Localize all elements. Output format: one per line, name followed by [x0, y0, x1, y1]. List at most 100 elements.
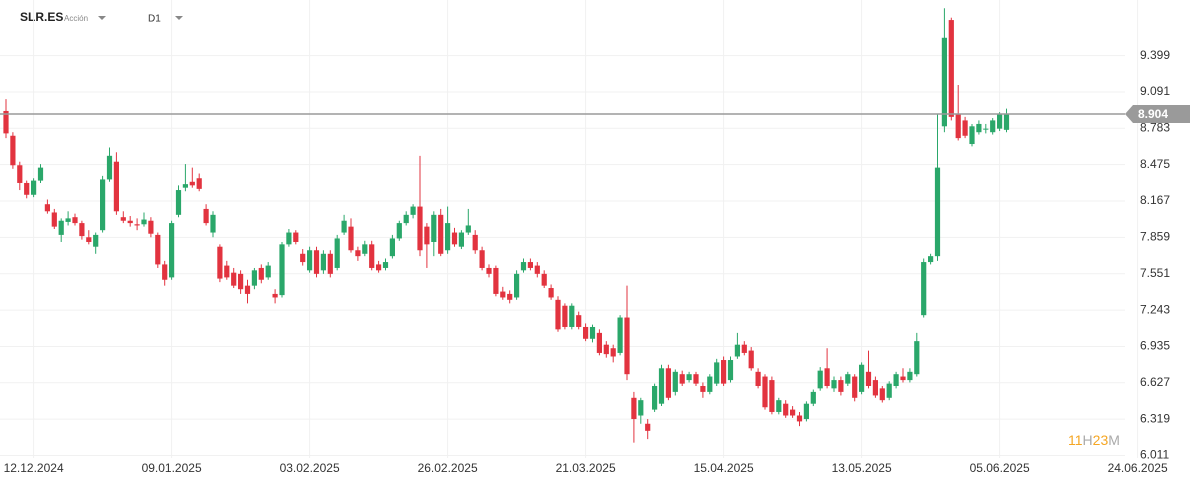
candle-body: [65, 218, 71, 222]
candle-body: [679, 374, 685, 384]
candle-body: [934, 167, 941, 257]
candle-body: [672, 371, 678, 392]
candle-body: [783, 403, 789, 416]
candle-body: [169, 223, 175, 278]
candle-body: [196, 178, 202, 189]
candle-body: [707, 376, 713, 392]
y-tick-label: 6.627: [1140, 375, 1170, 389]
candle-body: [810, 391, 816, 404]
candle-body: [596, 332, 602, 353]
x-tick-label: 15.04.2025: [694, 461, 754, 475]
x-tick-label: 12.12.2024: [4, 461, 64, 475]
candle-body: [817, 370, 823, 389]
candle-body: [755, 371, 761, 386]
candle-body: [645, 423, 651, 431]
candle-body: [762, 376, 768, 408]
candle-body: [617, 317, 623, 353]
candle-body: [72, 217, 78, 224]
candle-body: [879, 388, 885, 401]
candle-body: [714, 362, 720, 384]
candle-body: [31, 180, 37, 195]
candle-body: [134, 224, 140, 226]
candle-body: [369, 244, 375, 268]
candle-body: [313, 250, 320, 274]
candle-body: [175, 190, 182, 215]
y-tick-label: 8.167: [1140, 193, 1170, 207]
countdown-minutes: 23: [1093, 432, 1109, 448]
candle-body: [907, 371, 913, 381]
candle-body: [983, 128, 989, 130]
candle-body: [320, 253, 326, 271]
candle-body: [403, 214, 409, 224]
candle-body: [900, 376, 906, 381]
candle-body: [569, 305, 575, 327]
candle-body: [1003, 114, 1010, 130]
candle-body: [231, 272, 237, 286]
candle-body: [10, 135, 16, 166]
candle-body: [700, 385, 706, 392]
candle-body: [624, 317, 630, 375]
candle-body: [44, 204, 50, 212]
candle-body: [86, 237, 92, 242]
candle-body: [748, 350, 754, 369]
x-tick-label: 21.03.2025: [556, 461, 616, 475]
candle-body: [238, 273, 244, 290]
candle-body: [962, 120, 968, 136]
candle-body: [93, 234, 99, 247]
y-tick-label: 9.399: [1140, 48, 1170, 62]
candle-body: [424, 226, 430, 245]
candle-body: [658, 368, 665, 404]
y-tick-label: 8.783: [1140, 120, 1170, 134]
candle-body: [334, 238, 340, 268]
candle-body: [113, 161, 119, 212]
candle-body: [500, 291, 506, 298]
candle-body: [562, 305, 568, 327]
last-price-label: 8.904: [1138, 107, 1168, 121]
candle-body: [445, 223, 451, 251]
countdown-hours: 11: [1068, 432, 1083, 448]
candle-body: [852, 376, 858, 398]
candle-body: [327, 253, 333, 274]
candle-body: [872, 380, 878, 396]
dropdown-arrow[interactable]: [175, 16, 183, 20]
candle-body: [555, 299, 561, 330]
candle-body: [182, 184, 188, 188]
timeframe[interactable]: D1: [148, 14, 161, 25]
candle-body: [348, 226, 354, 251]
countdown-m: M: [1108, 432, 1120, 448]
y-tick-label: 8.475: [1140, 157, 1170, 171]
candle-body: [665, 368, 671, 398]
candle-body: [24, 182, 30, 195]
countdown: 11H23M: [1068, 432, 1120, 448]
x-tick-label: 09.01.2025: [142, 461, 202, 475]
candle-body: [790, 409, 796, 416]
x-tick-label: 05.06.2025: [970, 461, 1030, 475]
candle-body: [396, 223, 402, 239]
candle-body: [217, 246, 223, 279]
candle-body: [127, 220, 133, 224]
candle-body: [838, 380, 844, 392]
candle-body: [527, 262, 533, 268]
y-tick-label: 6.319: [1140, 411, 1170, 425]
y-tick-label: 7.551: [1140, 266, 1170, 280]
candle-body: [652, 385, 658, 410]
candle-body: [534, 265, 540, 274]
x-tick-label: 03.02.2025: [280, 461, 340, 475]
candle-body: [583, 326, 589, 339]
candle-body: [886, 383, 892, 398]
candle-body: [693, 374, 699, 384]
candle-body: [438, 214, 444, 254]
candle-body: [341, 220, 347, 233]
candle-body: [293, 232, 299, 242]
candle-body: [162, 264, 168, 280]
y-tick-label: 7.859: [1140, 230, 1170, 244]
candle-body: [796, 415, 803, 422]
dropdown-arrow[interactable]: [98, 16, 106, 20]
candle-body: [948, 20, 954, 117]
candle-body: [3, 110, 9, 134]
candle-body: [251, 270, 257, 286]
x-tick-label: 13.05.2025: [832, 461, 892, 475]
candle-body: [279, 244, 285, 296]
candle-body: [610, 348, 616, 357]
candle-body: [258, 267, 264, 280]
